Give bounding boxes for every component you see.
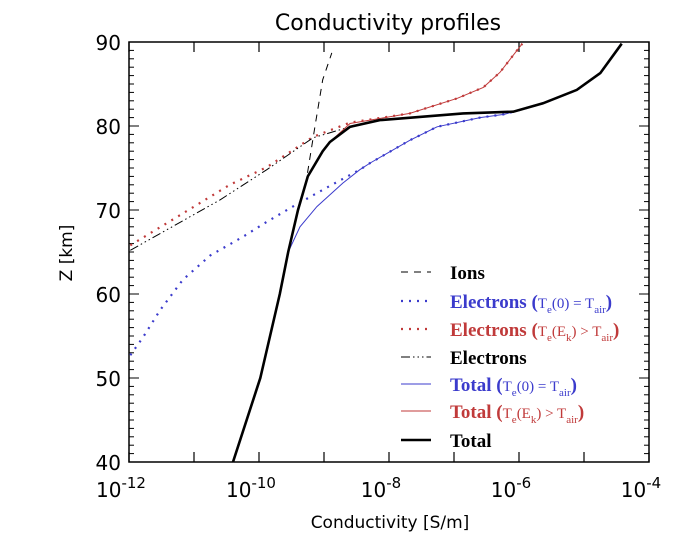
y-axis-label: Z [km]	[57, 225, 77, 282]
legend-subscript: air	[566, 414, 578, 426]
legend-subscript: e	[547, 332, 552, 344]
legend-text-part: )	[571, 375, 577, 396]
x-tick-label: 10-6	[491, 474, 531, 502]
x-axis-label: Conductivity [S/m]	[311, 513, 470, 533]
legend-text-part: )	[606, 292, 612, 313]
y-tick-label: 70	[96, 199, 121, 223]
series-line-4	[232, 43, 623, 463]
legend-entry: Ions	[401, 263, 485, 284]
y-tick-label: 40	[96, 451, 121, 475]
tick-exponent: -12	[121, 474, 146, 492]
y-tick-label: 90	[96, 31, 121, 55]
legend-subscript: air	[594, 304, 606, 316]
y-tick-label: 80	[96, 115, 121, 139]
legend-label: Total	[450, 431, 492, 452]
legend-text-part: (E	[517, 406, 531, 422]
legend-text-part: (	[527, 320, 538, 341]
legend-subscript: e	[512, 387, 517, 399]
legend-main-text: Electrons	[450, 320, 527, 341]
tick-base: 10	[621, 478, 646, 502]
series-line-6	[231, 42, 623, 463]
legend-main-text: Electrons	[450, 348, 527, 369]
tick-exponent: -10	[251, 474, 276, 492]
tick-base: 10	[361, 478, 386, 502]
legend-label: Electrons	[450, 348, 527, 369]
legend-text-part: ) > T	[572, 324, 602, 340]
y-tick-label: 60	[96, 283, 121, 307]
tick-exponent: -8	[386, 474, 401, 492]
tick-exponent: -4	[646, 474, 661, 492]
x-tick-label: 10-8	[361, 474, 401, 502]
x-tick-label: 10-10	[226, 474, 276, 502]
legend-text-part: (0) = T	[552, 296, 594, 312]
legend-text-part: (	[527, 292, 538, 313]
legend-subscript: air	[559, 387, 571, 399]
legend-entry: Electrons	[401, 348, 527, 369]
plot-frame	[128, 41, 650, 463]
legend-label: Electrons (Te(Ek) > Tair)	[450, 320, 619, 344]
legend-text-part: T	[538, 296, 547, 312]
tick-base: 10	[226, 478, 251, 502]
x-tick-label: 10-4	[621, 474, 661, 502]
legend-subscript: air	[601, 332, 613, 344]
legend-entry: Total	[401, 431, 492, 452]
x-tick-label: 10-12	[96, 474, 146, 502]
legend-text-part: (0) = T	[517, 379, 559, 395]
chart-title: Conductivity profiles	[275, 11, 501, 36]
legend-subscript: k	[531, 414, 537, 426]
legend-entry: Total (Te(Ek) > Tair)	[401, 402, 584, 426]
legend-subscript: e	[512, 414, 517, 426]
legend-subscript: e	[547, 304, 552, 316]
legend-text-part: (E	[552, 324, 566, 340]
legend-text-part: ) > T	[536, 406, 566, 422]
series-line-5	[232, 43, 523, 463]
legend-text-part: (	[492, 402, 503, 423]
legend-label: Ions	[450, 263, 485, 284]
y-tick-label: 50	[96, 367, 121, 391]
legend-entry: Electrons (Te(Ek) > Tair)	[401, 320, 619, 344]
legend-main-text: Total	[450, 402, 492, 423]
legend-main-text: Total	[450, 431, 492, 452]
legend-text-part: (	[492, 375, 503, 396]
legend-main-text: Ions	[450, 263, 485, 284]
legend-main-text: Total	[450, 375, 492, 396]
legend-label: Total (Te(0) = Tair)	[450, 375, 577, 399]
legend-text-part: )	[613, 320, 619, 341]
legend-subscript: k	[566, 332, 572, 344]
legend-main-text: Electrons	[450, 292, 527, 313]
series-line-0	[232, 52, 333, 463]
tick-exponent: -6	[516, 474, 531, 492]
legend-entry: Total (Te(0) = Tair)	[401, 375, 577, 399]
tick-base: 10	[96, 478, 121, 502]
legend-entry: Electrons (Te(0) = Tair)	[401, 292, 612, 316]
series-line-3	[130, 43, 623, 251]
legend-label: Total (Te(Ek) > Tair)	[450, 402, 584, 426]
legend-text-part: T	[503, 379, 512, 395]
legend-text-part: T	[538, 324, 547, 340]
legend-label: Electrons (Te(0) = Tair)	[450, 292, 612, 316]
legend-text-part: T	[503, 406, 512, 422]
tick-base: 10	[491, 478, 516, 502]
legend-text-part: )	[578, 402, 584, 423]
